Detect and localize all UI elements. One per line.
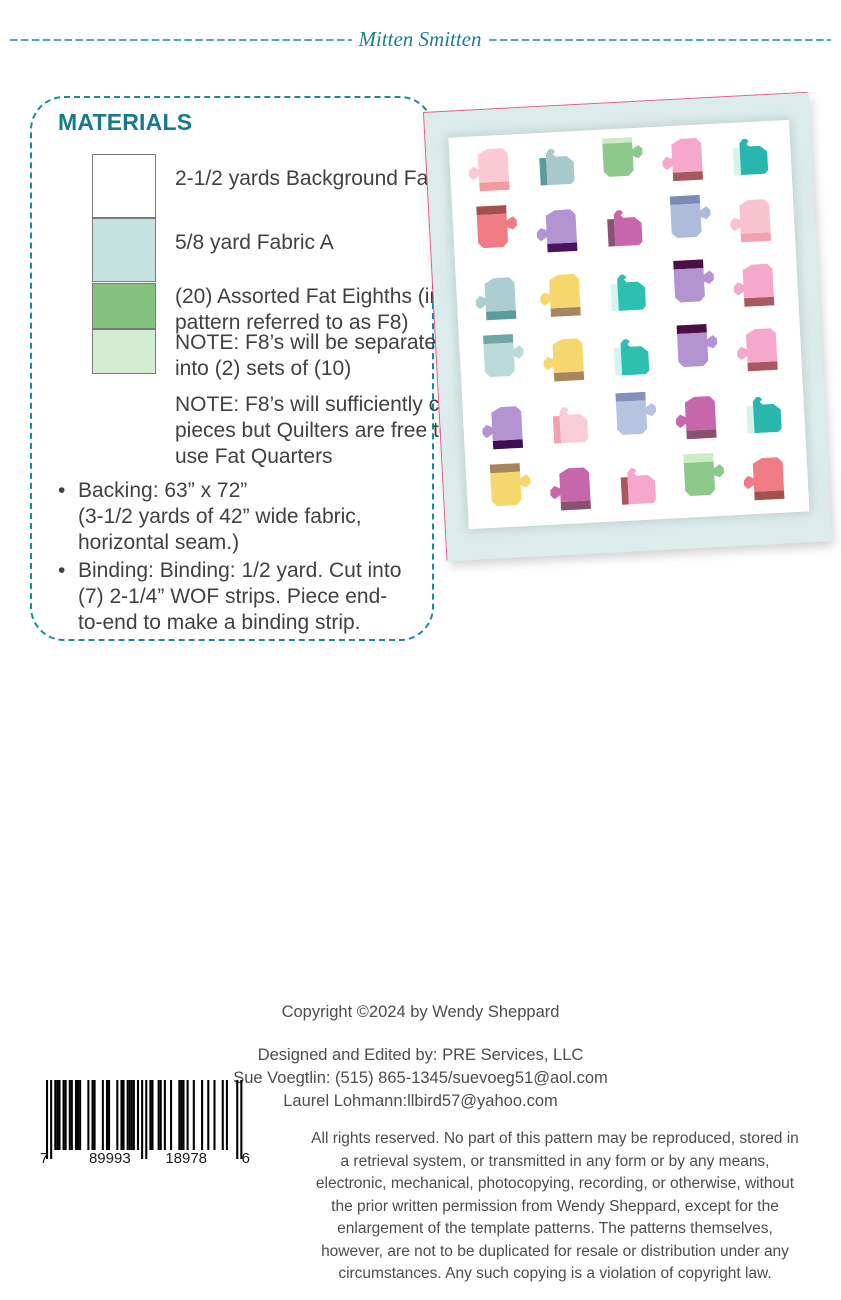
svg-text:Mitten Smitten: Mitten Smitten — [357, 30, 481, 50]
